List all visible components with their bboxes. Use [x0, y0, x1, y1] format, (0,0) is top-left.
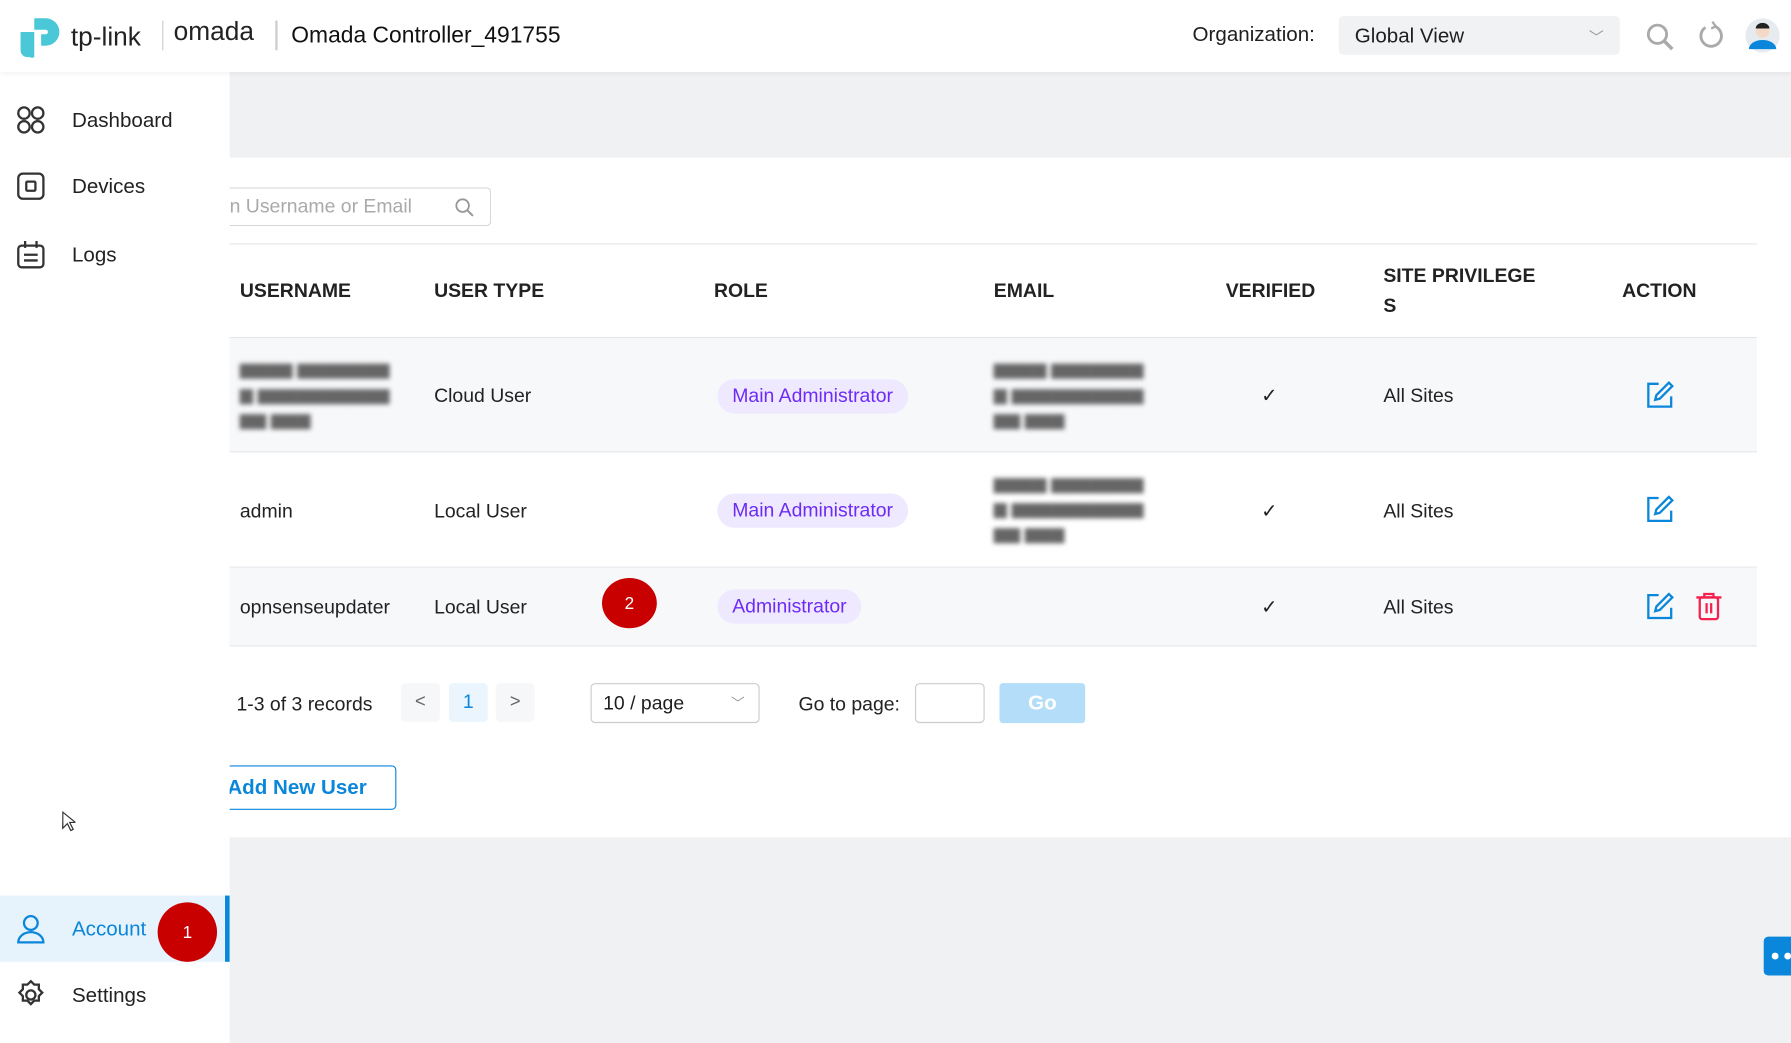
top-header: tp-link omada Omada Controller_491755 Or… — [0, 0, 1791, 72]
column-user-type: USER TYPE — [434, 279, 545, 302]
logs-icon — [15, 239, 47, 271]
email-redacted: ▆▆▆▆ ▆▆▆▆▆▆▆▆ ▆▆▆▆▆▆▆▆▆▆▆▆ ▆▆▆ — [993, 474, 1144, 544]
edit-icon[interactable] — [1645, 380, 1675, 410]
user-icon — [15, 913, 47, 945]
gear-icon — [15, 979, 47, 1011]
sidebar-item-settings[interactable]: Settings — [0, 962, 230, 1028]
column-verified: VERIFIED — [1225, 279, 1316, 302]
records-count: 1-3 of 3 records — [236, 693, 373, 716]
page-1-button[interactable]: 1 — [448, 683, 488, 722]
sidebar-item-dashboard[interactable]: Dashboard — [0, 87, 230, 153]
tp-link-logo: tp-link — [18, 14, 141, 60]
goto-page-input[interactable] — [914, 683, 985, 724]
controller-title: Omada Controller_491755 — [291, 22, 561, 48]
table-row — [229, 452, 1757, 568]
column-role: ROLE — [713, 279, 768, 302]
go-button[interactable]: Go — [999, 683, 1086, 724]
mouse-cursor-icon — [62, 811, 76, 832]
role-badge: Main Administrator — [717, 493, 908, 528]
search-icon[interactable] — [455, 198, 476, 219]
column-action: ACTION — [1622, 279, 1697, 302]
search-input[interactable]: n Username or Email — [229, 187, 492, 227]
omada-logo: omada — [173, 15, 254, 46]
verified-check-icon: ✓ — [1261, 500, 1278, 523]
sidebar-item-devices[interactable]: Devices — [0, 153, 230, 219]
dashboard-icon — [15, 104, 47, 136]
next-page-button[interactable]: > — [495, 683, 535, 722]
add-new-user-button[interactable]: Add New User — [212, 765, 397, 810]
email-redacted: ▆▆▆▆ ▆▆▆▆▆▆▆▆ ▆▆▆▆▆▆▆▆▆▆▆▆ ▆▆▆ — [993, 359, 1144, 430]
search-icon[interactable] — [1645, 22, 1675, 52]
chat-icon — [1771, 952, 1779, 960]
organization-label: Organization: — [1192, 22, 1315, 46]
annotation-badge-1: 1 — [157, 902, 218, 962]
username-redacted: ▆▆▆▆ ▆▆▆▆▆▆▆▆ ▆▆▆▆▆▆▆▆▆▆▆▆ ▆▆▆ — [239, 359, 390, 430]
chevron-down-icon: ﹀ — [1588, 27, 1604, 46]
sidebar-item-logs[interactable]: Logs — [0, 222, 230, 288]
column-username: USERNAME — [239, 279, 352, 302]
sidebar: Dashboard Devices Logs Account Settings — [0, 71, 230, 1043]
chevron-down-icon: ﹀ — [731, 695, 745, 712]
organization-select[interactable]: Global View ﹀ — [1338, 15, 1620, 55]
verified-check-icon: ✓ — [1261, 384, 1278, 407]
delete-icon[interactable] — [1695, 592, 1722, 622]
role-badge: Administrator — [717, 589, 862, 624]
refresh-icon[interactable] — [1696, 21, 1726, 53]
tp-link-logo-icon — [20, 18, 60, 58]
chat-support-button[interactable] — [1763, 936, 1791, 976]
column-site-privileges-wrap: S — [1383, 294, 1397, 317]
avatar[interactable] — [1745, 17, 1780, 54]
edit-icon[interactable] — [1645, 592, 1675, 622]
annotation-badge-2: 2 — [601, 578, 657, 629]
table-row — [229, 338, 1757, 453]
page-size-select[interactable]: 10 / page ﹀ — [590, 683, 760, 724]
role-badge: Main Administrator — [717, 379, 908, 414]
devices-icon — [15, 170, 47, 202]
column-site-privileges: SITE PRIVILEGE — [1383, 265, 1536, 287]
edit-icon[interactable] — [1645, 495, 1675, 525]
table-row — [229, 567, 1757, 647]
table-header — [229, 243, 1757, 339]
verified-check-icon: ✓ — [1261, 596, 1278, 618]
prev-page-button[interactable]: < — [400, 683, 440, 722]
goto-label: Go to page: — [798, 693, 900, 716]
column-email: EMAIL — [993, 279, 1055, 302]
